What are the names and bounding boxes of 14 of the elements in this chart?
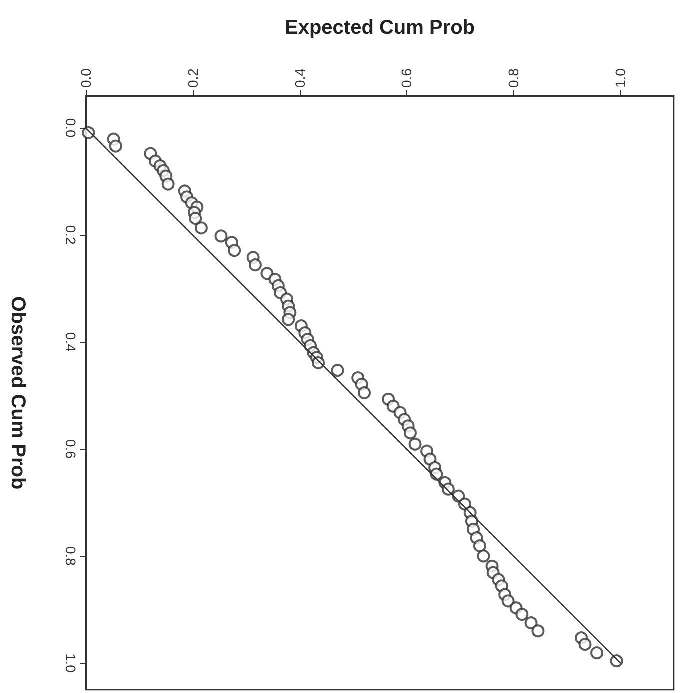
x-tick-label: 0.6 (398, 68, 415, 88)
y-tick-label: 0.4 (63, 332, 79, 352)
x-tick-label: 0.2 (184, 68, 201, 88)
y-tick-label: 0.0 (63, 118, 79, 138)
y-tick-label: 1.0 (63, 654, 79, 674)
x-tick-label: 0.8 (506, 68, 522, 88)
y-axis-title: Observed Cum Prob (7, 296, 29, 490)
x-tick-label: 0.0 (78, 68, 94, 88)
x-tick-label: 0.4 (292, 68, 308, 88)
x-axis-title: Expected Cum Prob (284, 17, 476, 39)
y-tick-label: 0.2 (63, 225, 79, 246)
x-tick-label: 1.0 (612, 68, 629, 88)
y-tick-label: 0.8 (63, 546, 79, 566)
y-tick-label: 0.6 (63, 439, 79, 460)
